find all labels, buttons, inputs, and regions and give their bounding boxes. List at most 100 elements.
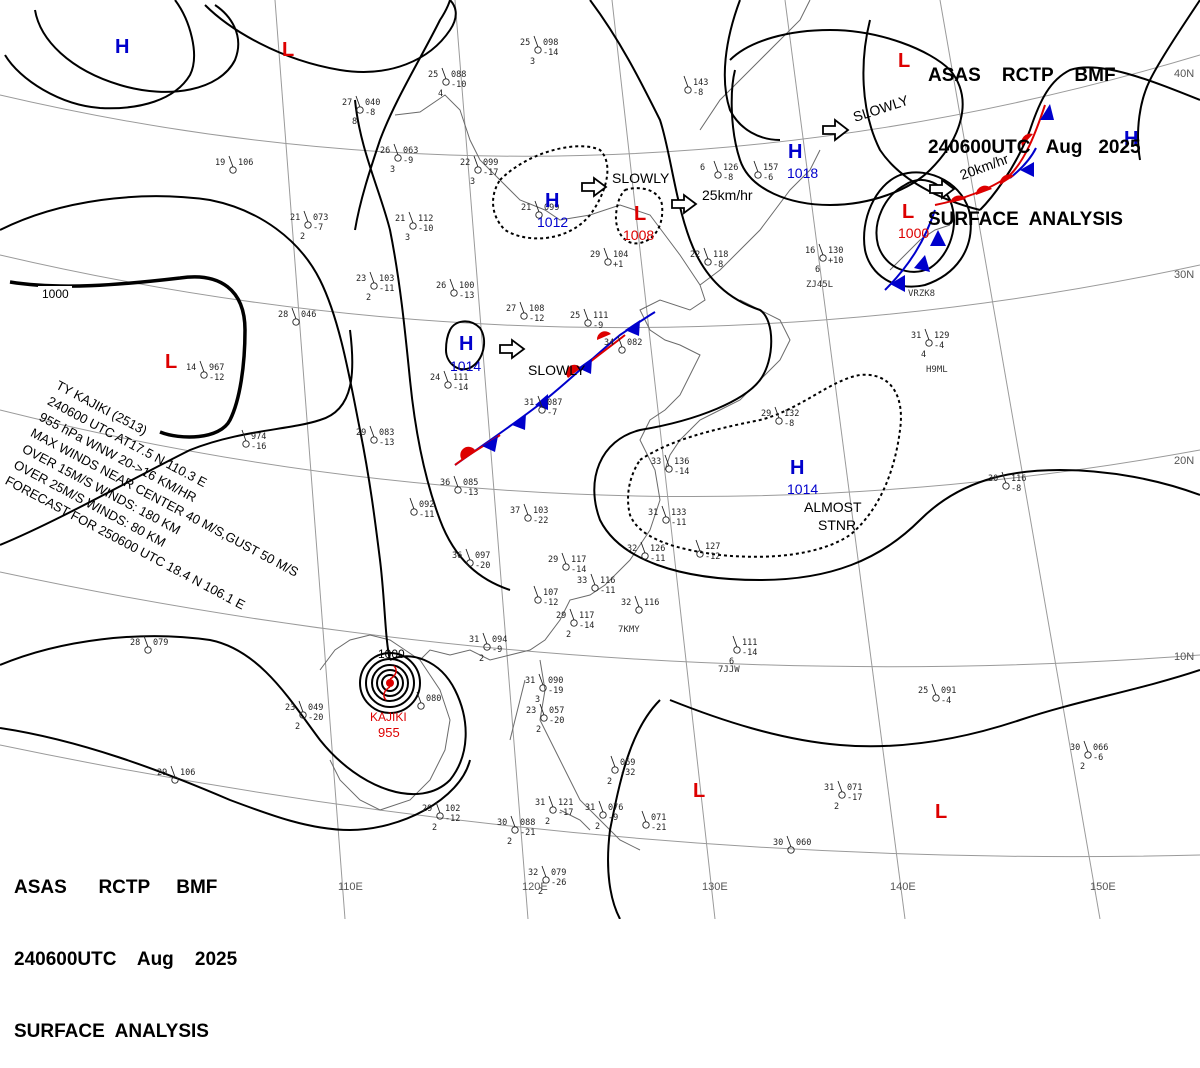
wind-barb [533,585,539,598]
station-temp: 21 [290,213,300,223]
ship-ids: ZJ45L VRZK8 H9ML 7KMY 7JJW [618,280,948,675]
wind-barb [369,425,375,438]
station-pressure: 098 [543,38,558,48]
slowly-label-a: SLOWLY [612,170,670,186]
station-plot: 30 088-21 2 [497,815,535,847]
station-pressure: 063 [403,146,418,156]
station-pressure: 082 [627,338,642,348]
wind-barb [713,160,719,173]
station-tendency: -12 [529,314,544,324]
wind-barb [355,95,361,108]
station-pressure: 092 [419,500,434,510]
coastlines [319,0,951,851]
station-tendency: -6 [763,173,773,183]
wind-barb [538,673,544,686]
station-pressure: 116 [644,598,659,608]
low-center-se2: L [935,801,947,823]
station-pressure: 040 [365,98,380,108]
station-pressure: 111 [453,373,468,383]
station-tendency: -14 [543,48,558,58]
wind-barb [541,865,547,878]
grid-labels: 40N 30N 20N 10N 110E 120E 130E 140E 150E [338,68,1194,893]
station-cloud: 2 [536,725,541,735]
station-tendency: -7 [313,223,323,233]
station-pressure: 967 [209,363,224,373]
station-plot: 22 099-17 3 [460,155,498,187]
wind-barb [732,635,738,648]
station-tendency: +1 [613,260,623,270]
station-plot: 30 066-6 2 [1070,740,1108,772]
station-tendency: -8 [1011,484,1021,494]
wind-barb [695,539,701,552]
station-pressure: 087 [547,398,562,408]
wind-barb [774,406,780,419]
station-tendency: -10 [418,224,433,234]
station-tendency: -17 [847,793,862,803]
wind-barb [453,475,459,488]
wind-barb [408,211,414,224]
cold-front-tooth [625,320,640,336]
almost-label: ALMOST [804,499,862,515]
station-pressure: 069 [620,758,635,768]
header-line-3: SURFACE ANALYSIS [928,209,1123,230]
station-plot: 31 076-9 2 [585,800,623,832]
typhoon-isobars [359,652,421,714]
station-tendency: -11 [650,554,665,564]
header-line-1: ASAS RCTP BMF [928,65,1116,86]
station-tendency: -13 [463,488,478,498]
lon-label-110e: 110E [338,881,363,893]
station-tendency: -14 [571,565,586,575]
station-pressure: 106 [180,768,195,778]
wind-barb [449,278,455,291]
station-tendency: -14 [579,621,594,631]
station-tendency: -4 [934,341,944,351]
footer-line-3: SURFACE ANALYSIS [14,1021,209,1042]
station-plot: 31 121-17 2 [535,795,573,827]
station-tendency: -8 [713,260,723,270]
wind-barb [393,143,399,156]
wind-barb [228,155,234,168]
station-tendency: -17 [483,168,498,178]
station-tendency: -8 [723,173,733,183]
station-cloud: 3 [530,57,535,67]
station-pressure: 088 [520,818,535,828]
station-plot: 25 111-9 [570,308,608,331]
station-plot: 143-8 [683,75,708,98]
station-tendency: -9 [608,813,618,823]
station-plot: 23 049-20 2 [285,700,323,732]
wind-barb [143,635,149,648]
wind-barb [519,301,525,314]
station-temp: 25 [520,38,530,48]
station-pressure: 136 [674,457,689,467]
station-temp: 27 [506,304,516,314]
station-temp: 34 [604,338,614,348]
station-cloud: 2 [507,837,512,847]
station-tendency: -26 [551,878,566,888]
station-tendency: -20 [475,561,490,571]
wind-barb [369,271,375,284]
station-tendency: -9 [593,321,603,331]
station-plot: 6 126-8 [700,160,738,183]
wind-barb [603,247,609,260]
wind-barb [539,703,545,716]
station-pressure: 129 [934,331,949,341]
cold-front-tooth [914,255,930,272]
station-temp: 31 [824,783,834,793]
wind-barb [533,35,539,48]
typhoon-symbol: KAJIKI 955 [370,665,407,740]
station-temp: 36 [440,478,450,488]
lon-label-120e: 120E [522,881,548,893]
station-plot: 22 118-8 [690,247,728,270]
station-temp: 30 [988,474,998,484]
station-tendency: -8 [365,108,375,118]
station-plot: 19 106 [215,155,253,174]
station-plot: 31 087-7 [524,395,562,418]
pressure-systems: H L L H L L L H 1012 L 1008 H 1018 L 100… [115,36,1138,823]
station-pressure: 099 [483,158,498,168]
wind-barb [786,835,792,848]
station-tendency: -20 [308,713,323,723]
station-pressure: 106 [238,158,253,168]
station-cloud: 4 [438,89,443,99]
station-plot: 29 132-8 [761,406,799,429]
warm-front-lobe [950,195,966,203]
